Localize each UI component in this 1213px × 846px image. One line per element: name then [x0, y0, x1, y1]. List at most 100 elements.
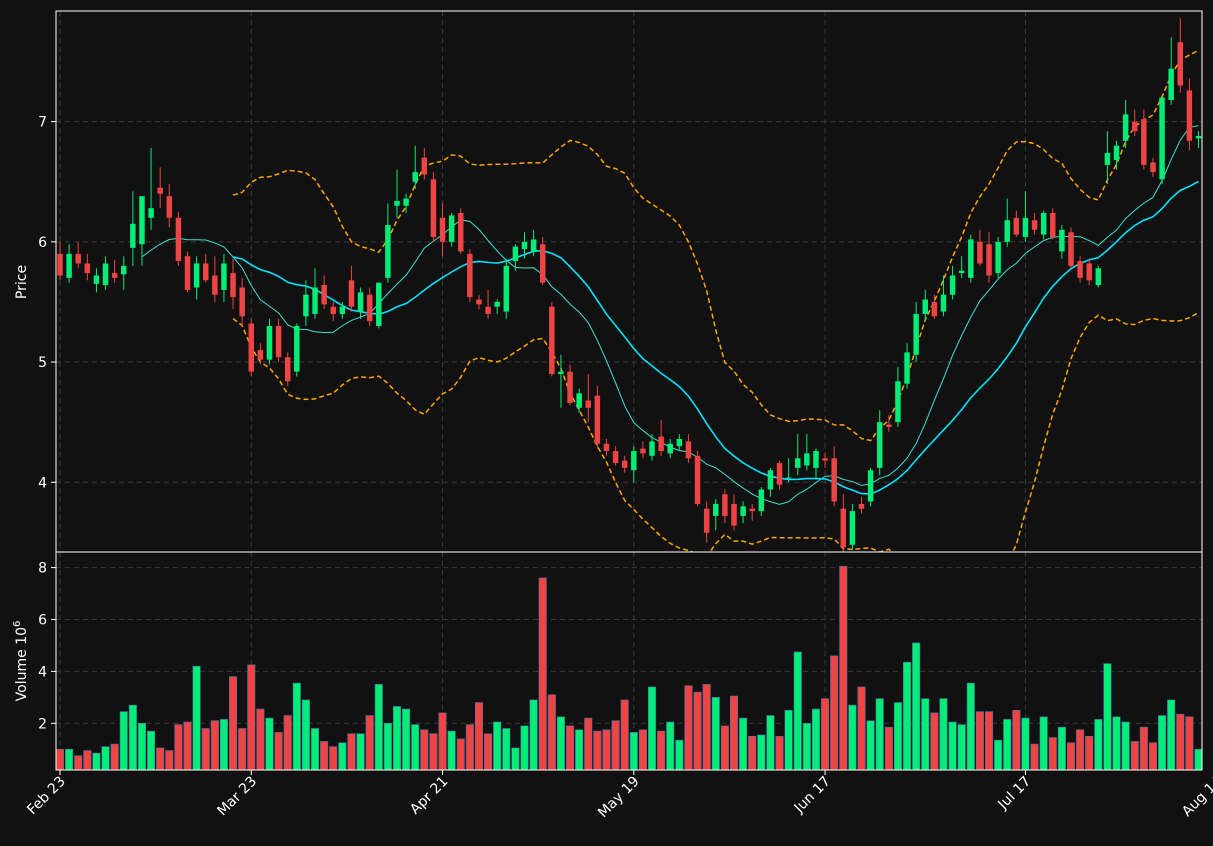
- candle-body: [202, 263, 209, 281]
- candle: [758, 487, 765, 516]
- candle: [467, 249, 473, 302]
- candle: [339, 301, 346, 319]
- candle-body: [1132, 121, 1138, 132]
- volume-bar: [274, 732, 283, 771]
- bollinger-upper-line: [232, 49, 1199, 442]
- volume-bar: [848, 704, 857, 771]
- candle: [175, 211, 182, 266]
- volume-bar: [1066, 742, 1076, 771]
- candle: [776, 460, 783, 490]
- candle: [139, 196, 145, 266]
- volume-bar: [702, 684, 711, 771]
- candle: [303, 280, 309, 326]
- candle: [421, 148, 428, 180]
- candle: [512, 244, 519, 271]
- candle-body: [831, 458, 837, 502]
- candle: [785, 458, 792, 483]
- candle-body: [111, 273, 118, 278]
- candle-body: [485, 306, 491, 314]
- volume-bar: [101, 746, 110, 771]
- candle-body: [722, 494, 728, 516]
- candle: [576, 388, 582, 413]
- candle: [275, 318, 282, 363]
- candle: [57, 241, 63, 281]
- candle-body: [858, 503, 865, 509]
- candle: [130, 191, 136, 266]
- candle: [539, 237, 546, 286]
- volume-bar: [547, 694, 556, 771]
- volume-bar: [484, 733, 493, 771]
- candle-body: [658, 436, 664, 452]
- candle-body: [75, 253, 81, 264]
- candle: [257, 342, 264, 365]
- volume-bar: [411, 724, 420, 771]
- candle-body: [467, 253, 473, 298]
- volume-bar: [957, 724, 966, 771]
- candle: [549, 301, 555, 377]
- volume-bar: [320, 741, 329, 771]
- candle-body: [84, 263, 91, 274]
- candle: [649, 434, 655, 461]
- candle: [385, 203, 391, 283]
- candle: [594, 386, 601, 449]
- candle-body: [731, 503, 737, 526]
- volume-bar: [1021, 717, 1030, 771]
- candle-body: [93, 275, 100, 284]
- volume-bar: [739, 717, 748, 771]
- volume-bar: [629, 732, 638, 771]
- candle-body: [175, 217, 182, 262]
- candle-body: [284, 357, 291, 382]
- volume-bar: [839, 565, 848, 771]
- candle-body: [348, 280, 355, 307]
- volume-bar: [392, 706, 402, 771]
- candle: [1186, 78, 1193, 151]
- volume-bar: [356, 733, 365, 771]
- volume-bar: [92, 752, 101, 771]
- volume-bar: [465, 724, 474, 771]
- candle-body: [567, 371, 573, 403]
- candle-body: [713, 503, 719, 516]
- candle: [330, 301, 336, 322]
- candle: [1122, 99, 1129, 149]
- candle: [476, 294, 482, 310]
- candle-body: [667, 443, 673, 454]
- volume-bars: [55, 565, 1203, 771]
- price-y-axis: 4 5 6 7: [38, 115, 56, 491]
- candle-body: [922, 299, 928, 314]
- candle-body: [1040, 212, 1047, 235]
- candle-body: [1159, 97, 1165, 180]
- candle-body: [958, 270, 965, 274]
- volume-bar: [529, 699, 538, 771]
- candle-body: [904, 352, 910, 384]
- candle: [485, 289, 491, 319]
- volume-bar: [538, 577, 547, 771]
- volume-bar: [1167, 699, 1176, 771]
- candle-body: [403, 198, 409, 206]
- candle-body: [239, 287, 245, 317]
- price-ytick-label: 5: [38, 355, 47, 371]
- volume-bar: [693, 691, 702, 771]
- candle-body: [1086, 263, 1092, 281]
- candle-body: [785, 477, 792, 479]
- volume-bar: [1048, 737, 1057, 771]
- candle-body: [439, 217, 446, 242]
- volume-bar: [74, 755, 83, 771]
- candle: [1132, 109, 1138, 137]
- candle: [521, 232, 528, 259]
- candle: [503, 258, 510, 319]
- candle: [394, 169, 400, 218]
- candle: [312, 268, 318, 319]
- volume-bar: [593, 730, 602, 771]
- volume-bar: [1158, 715, 1167, 771]
- volume-bar: [1085, 735, 1094, 771]
- volume-bar: [429, 733, 438, 771]
- volume-bar: [402, 708, 411, 771]
- candle-body: [512, 246, 519, 262]
- candle-body: [749, 508, 755, 512]
- candle-body: [694, 455, 701, 504]
- candle-body: [977, 241, 983, 264]
- candle: [676, 434, 683, 452]
- candle: [111, 259, 118, 283]
- candle-body: [458, 212, 464, 252]
- candle-body: [1022, 217, 1029, 238]
